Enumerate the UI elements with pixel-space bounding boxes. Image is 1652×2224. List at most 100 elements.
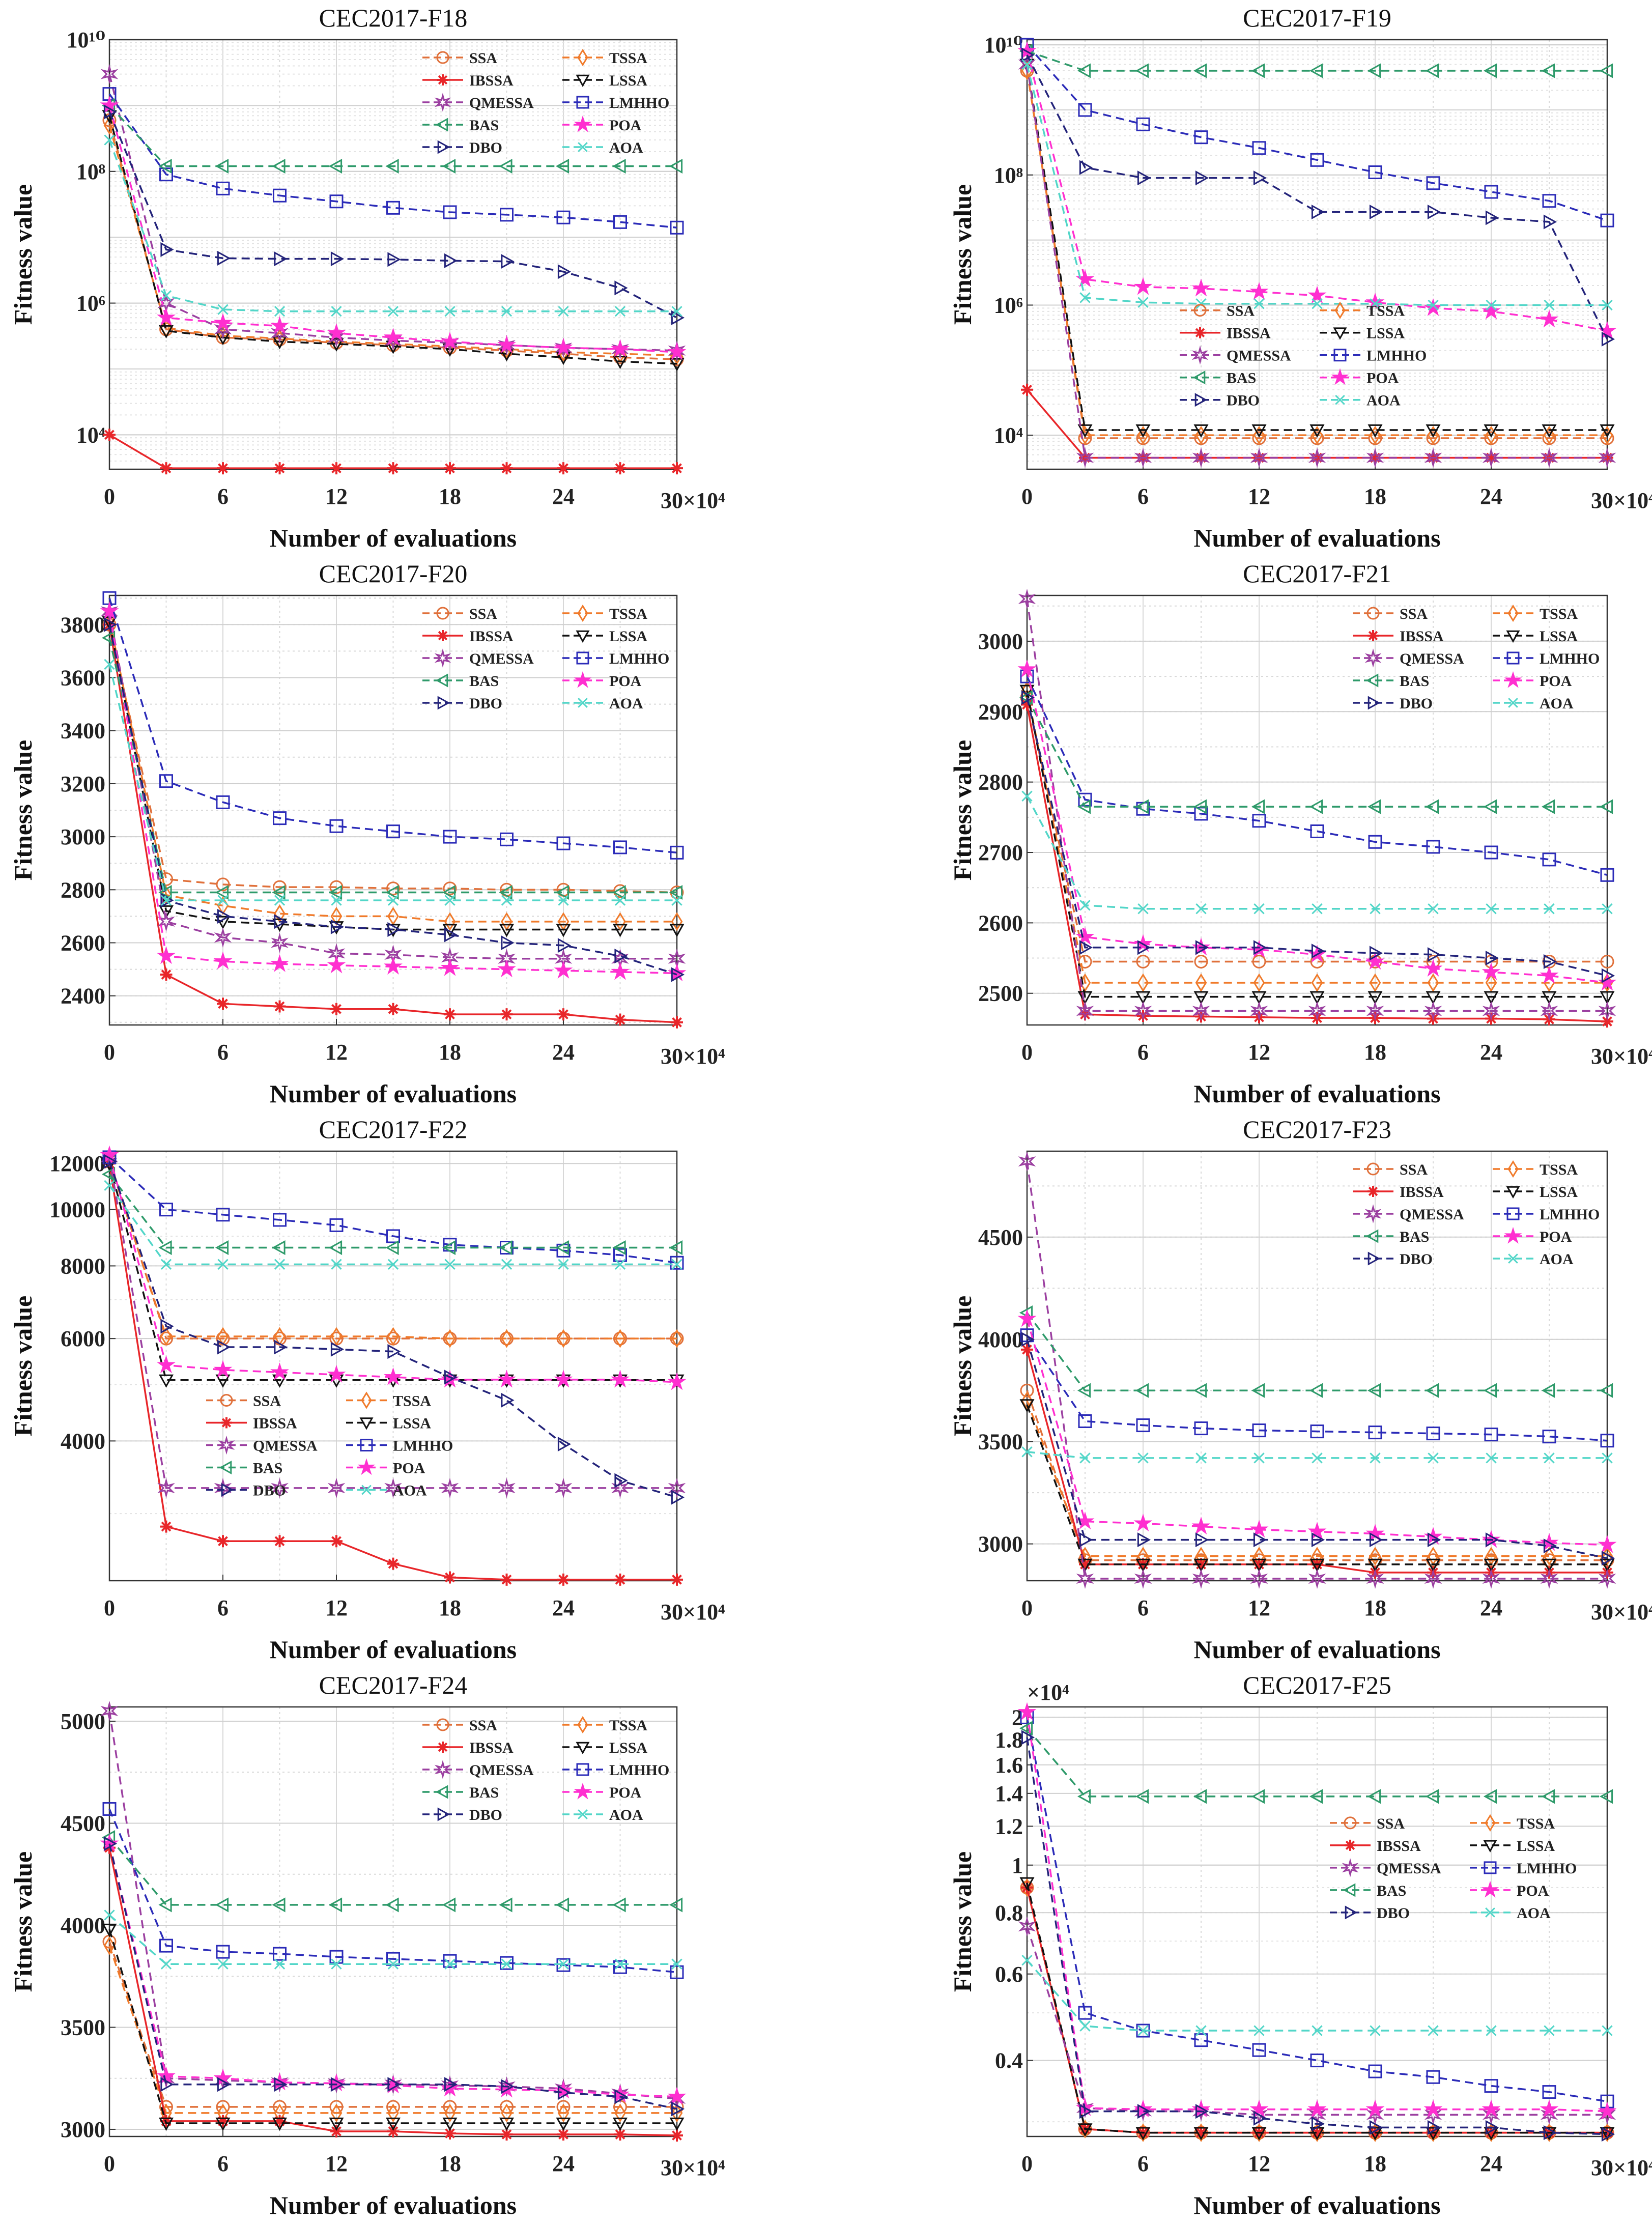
x-marker — [1486, 299, 1497, 311]
y-tick-label: 0.4 — [995, 2048, 1023, 2073]
triangle-right-marker — [1368, 696, 1381, 710]
triangle-right-marker — [501, 1392, 515, 1408]
series-line — [108, 105, 677, 353]
legend-label: LMHHO — [1540, 650, 1600, 667]
legend: SSA TSSA IBSSA LSSA QMESSA LMHHO BAS POA DBO AOA — [1330, 1814, 1577, 1922]
legend-item-dbo: DBO — [1353, 695, 1433, 712]
diamond-marker — [1021, 1391, 1033, 1410]
triangle-right-marker — [1137, 2104, 1151, 2119]
asterisk-marker — [160, 968, 173, 981]
series-line — [108, 1159, 677, 1339]
hexagram-marker — [100, 601, 119, 622]
square-marker — [273, 811, 287, 825]
square-marker — [1368, 165, 1382, 180]
triangle-down-marker — [669, 924, 685, 937]
legend-label: AOA — [1540, 695, 1574, 712]
series-ssa — [1020, 64, 1614, 445]
pentagram-marker — [1249, 282, 1269, 300]
y-tick-label: 3000 — [61, 824, 105, 849]
x-exponent-label: ×10⁴ — [683, 1044, 725, 1069]
y-axis-label: Fitness value — [9, 740, 37, 880]
hexagram-marker — [1366, 2104, 1384, 2125]
pentagram-marker — [1017, 1702, 1037, 1720]
triangle-down-marker — [1019, 1877, 1035, 1891]
circle-marker — [386, 881, 400, 896]
legend-label: DBO — [469, 139, 502, 156]
triangle-left-marker — [1483, 63, 1497, 78]
asterisk-marker — [1194, 327, 1206, 338]
square-marker — [670, 1965, 684, 1979]
legend-item-ssa: SSA — [1180, 303, 1255, 320]
pentagram-marker — [157, 946, 176, 964]
x-marker — [104, 659, 115, 670]
series-bas — [1019, 1305, 1613, 1398]
legend-label: DBO — [1400, 1251, 1433, 1268]
x-marker — [1312, 903, 1323, 915]
x-marker — [1544, 299, 1555, 311]
y-tick-label: 4500 — [978, 1225, 1023, 1250]
series-line — [1026, 1404, 1607, 1565]
legend-item-aoa: AOA — [1320, 392, 1401, 409]
y-tick-label: 3800 — [61, 612, 105, 637]
square-marker — [1194, 2033, 1208, 2047]
diamond-marker — [1485, 1814, 1496, 1832]
triangle-left-marker — [1193, 1383, 1207, 1398]
hexagram-marker — [441, 1477, 459, 1498]
triangle-right-marker — [221, 1482, 234, 1497]
pentagram-marker — [1249, 1520, 1269, 1538]
square-marker — [159, 774, 173, 788]
chart-panel-cec2017-f19: CEC2017-F19 0 6 12 18 24 30 ×10⁴ Number of evalu… — [826, 0, 1652, 555]
hexagram-marker — [1250, 447, 1268, 468]
x-marker — [387, 895, 399, 906]
diamond-marker — [1543, 425, 1555, 445]
triangle-right-marker — [1195, 2104, 1209, 2119]
y-tick-label: 4000 — [61, 1913, 105, 1938]
circle-marker — [443, 881, 457, 896]
triangle-right-marker — [330, 1342, 345, 1357]
square-marker — [576, 1763, 589, 1776]
triangle-left-marker — [669, 1240, 683, 1256]
triangle-left-marker — [555, 1897, 569, 1913]
square-marker — [1542, 852, 1556, 867]
triangle-down-marker — [215, 332, 231, 346]
pentagram-marker — [1482, 301, 1501, 320]
hexagram-marker — [1540, 2104, 1558, 2125]
triangle-down-marker — [1542, 424, 1557, 438]
asterisk-marker — [444, 1571, 456, 1584]
series-line — [1026, 44, 1608, 221]
triangle-left-marker — [1309, 1789, 1323, 1804]
triangle-right-marker — [1485, 2120, 1499, 2135]
triangle-right-marker — [1601, 331, 1615, 347]
triangle-right-marker — [1543, 954, 1557, 970]
triangle-down-marker — [1506, 1186, 1520, 1199]
diamond-marker — [361, 1391, 372, 1409]
legend-item-poa: POA — [1493, 1227, 1572, 1245]
asterisk-marker — [330, 462, 343, 475]
x-tick-label: 0 — [1021, 1040, 1033, 1065]
x-marker — [387, 1958, 399, 1970]
series-line — [108, 111, 677, 319]
triangle-right-marker — [274, 914, 288, 929]
legend: SSA TSSA IBSSA LSSA QMESSA LMHHO BAS POA DBO AOA — [1353, 604, 1600, 712]
triangle-down-marker — [1251, 2127, 1267, 2141]
legend-label: SSA — [1377, 1815, 1405, 1832]
diamond-marker — [103, 116, 116, 135]
triangle-right-marker — [671, 967, 685, 982]
triangle-down-marker — [215, 1374, 231, 1388]
legend-label: TSSA — [609, 1717, 647, 1734]
series-lssa — [1019, 1399, 1615, 1572]
diamond-marker — [1543, 1547, 1555, 1566]
triangle-down-marker — [385, 2117, 401, 2131]
triangle-right-marker — [1021, 1730, 1035, 1745]
chart-title: CEC2017-F24 — [319, 1671, 468, 1699]
x-marker — [1370, 2025, 1381, 2036]
pentagram-marker — [611, 1370, 630, 1388]
legend-label: QMESSA — [1400, 650, 1464, 667]
x-tick-label: 6 — [1137, 1040, 1149, 1065]
triangle-right-marker — [1485, 210, 1499, 225]
legend-label: AOA — [1366, 392, 1401, 409]
legend-item-ssa: SSA — [422, 1717, 497, 1734]
triangle-left-marker — [1309, 1383, 1323, 1398]
x-marker — [217, 304, 229, 315]
triangle-right-marker — [1427, 1532, 1441, 1548]
